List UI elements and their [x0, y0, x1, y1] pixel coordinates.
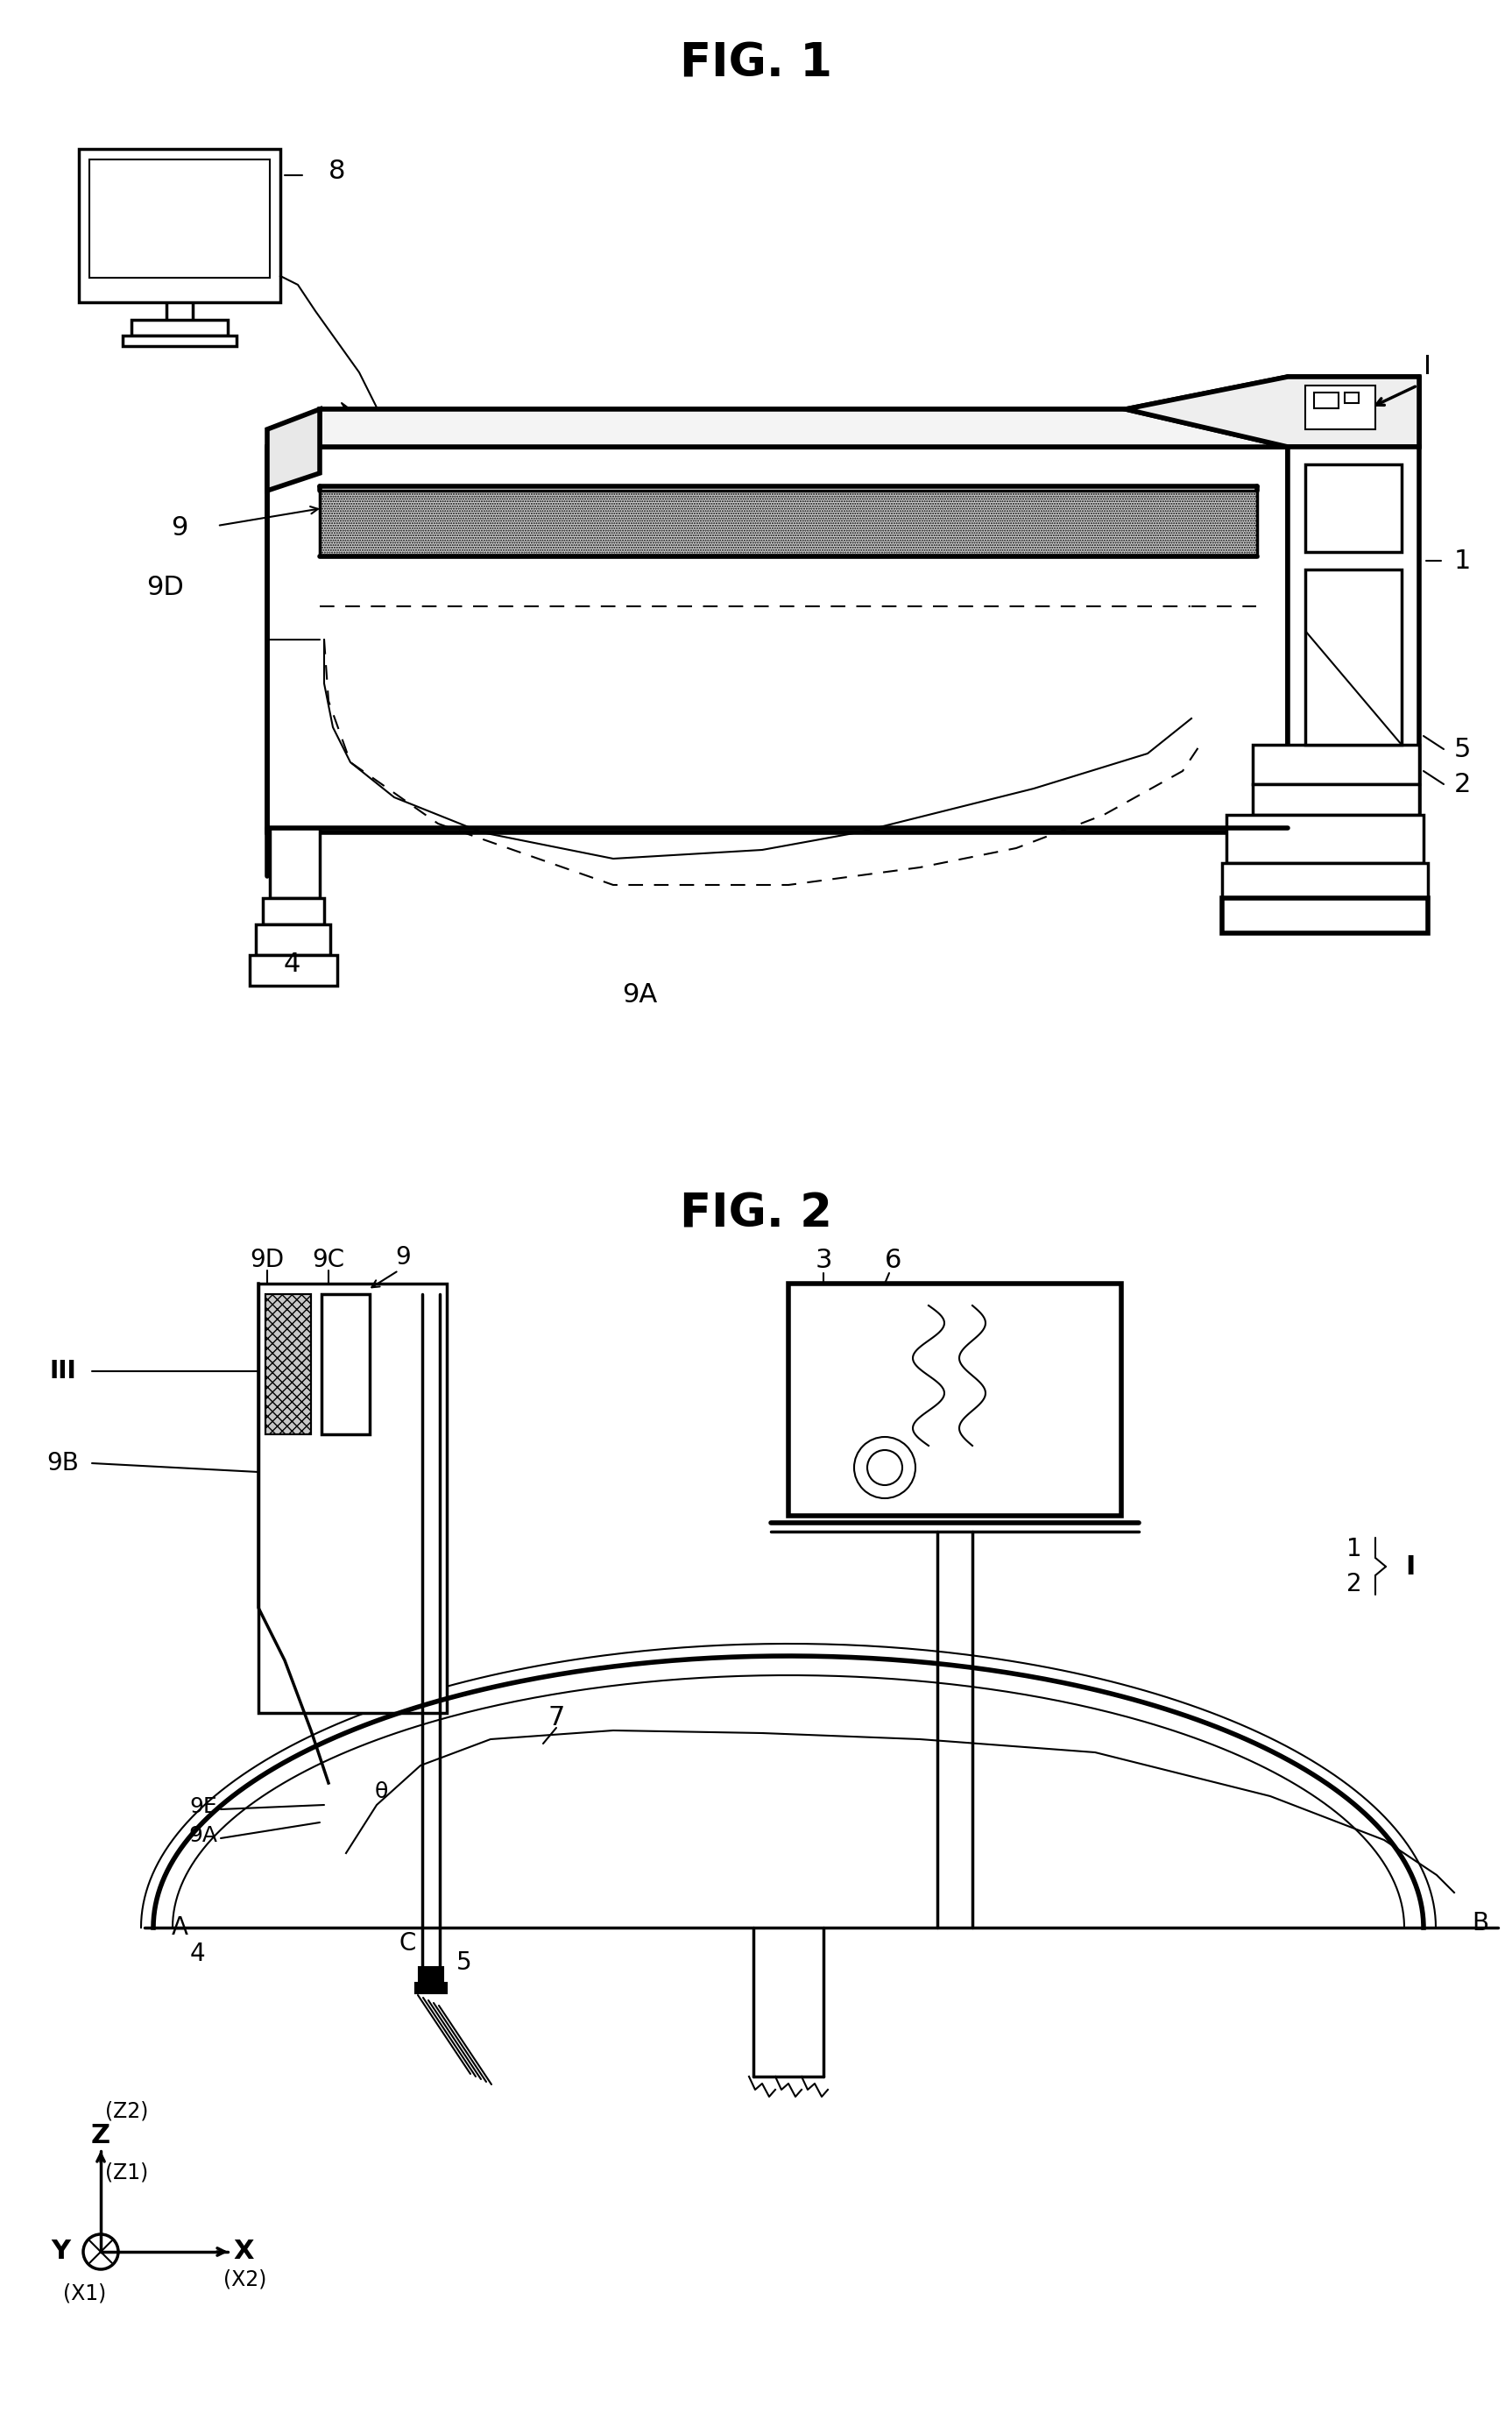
Bar: [416, 1982, 446, 1994]
Polygon shape: [268, 448, 1288, 832]
Text: 2: 2: [1455, 772, 1471, 796]
Bar: [1253, 745, 1420, 784]
Text: FIG. 1: FIG. 1: [680, 41, 832, 85]
Bar: [319, 491, 1256, 557]
Text: 9D: 9D: [147, 574, 184, 600]
Text: 4: 4: [283, 951, 301, 978]
Bar: [1222, 864, 1427, 898]
Bar: [89, 160, 269, 278]
Bar: [1305, 569, 1402, 745]
Bar: [79, 150, 280, 302]
Text: 8: 8: [328, 157, 346, 184]
Text: A: A: [171, 1914, 187, 1941]
Text: X: X: [233, 2238, 254, 2265]
Text: 3: 3: [815, 1246, 832, 1273]
Bar: [419, 1967, 443, 1982]
Text: 9D: 9D: [249, 1249, 284, 1273]
Text: (Z2): (Z2): [106, 2101, 148, 2122]
Text: 4: 4: [189, 1941, 204, 1965]
Bar: [1314, 392, 1338, 409]
Text: 9A: 9A: [621, 983, 658, 1007]
Bar: [269, 828, 319, 898]
Bar: [263, 898, 324, 924]
Bar: [1344, 392, 1359, 404]
Bar: [1305, 465, 1402, 552]
Text: 1: 1: [1347, 1537, 1362, 1561]
Bar: [1226, 816, 1423, 864]
Text: 9E: 9E: [189, 1796, 218, 1817]
Polygon shape: [1125, 378, 1420, 448]
Text: 5: 5: [457, 1951, 472, 1975]
Bar: [249, 956, 337, 985]
Text: 2: 2: [1347, 1573, 1362, 1597]
Text: Y: Y: [51, 2238, 70, 2265]
Text: 5: 5: [1455, 736, 1471, 762]
Bar: [322, 1295, 369, 1435]
Text: 9B: 9B: [47, 1452, 79, 1476]
Polygon shape: [268, 409, 319, 491]
Bar: [1253, 784, 1420, 816]
Bar: [259, 1283, 446, 1713]
Text: 6: 6: [885, 1246, 903, 1273]
Text: III: III: [50, 1360, 77, 1384]
Polygon shape: [1288, 448, 1420, 832]
Text: (Z1): (Z1): [106, 2163, 148, 2183]
Bar: [256, 924, 330, 956]
Text: (X2): (X2): [224, 2270, 268, 2289]
Bar: [266, 1295, 311, 1435]
Text: θ: θ: [375, 1781, 387, 1803]
Bar: [319, 491, 1256, 557]
Bar: [1222, 898, 1427, 934]
Text: Z: Z: [91, 2122, 110, 2149]
Text: C: C: [399, 1931, 416, 1955]
Text: I: I: [1423, 353, 1432, 380]
Text: (X1): (X1): [64, 2284, 106, 2304]
Bar: [122, 336, 236, 346]
Text: 1: 1: [1455, 547, 1471, 574]
Bar: [788, 1283, 1122, 1515]
Bar: [132, 319, 228, 336]
Text: FIG. 2: FIG. 2: [680, 1191, 832, 1237]
Text: 9: 9: [395, 1244, 411, 1271]
Text: 9C: 9C: [313, 1249, 345, 1273]
Text: 9: 9: [171, 515, 187, 540]
Text: 9A: 9A: [189, 1825, 218, 1846]
Text: B: B: [1471, 1912, 1488, 1936]
Polygon shape: [319, 409, 1288, 448]
Bar: [266, 1295, 311, 1435]
Bar: [1305, 385, 1376, 428]
Text: I: I: [1405, 1554, 1415, 1580]
Text: 7: 7: [547, 1704, 565, 1730]
